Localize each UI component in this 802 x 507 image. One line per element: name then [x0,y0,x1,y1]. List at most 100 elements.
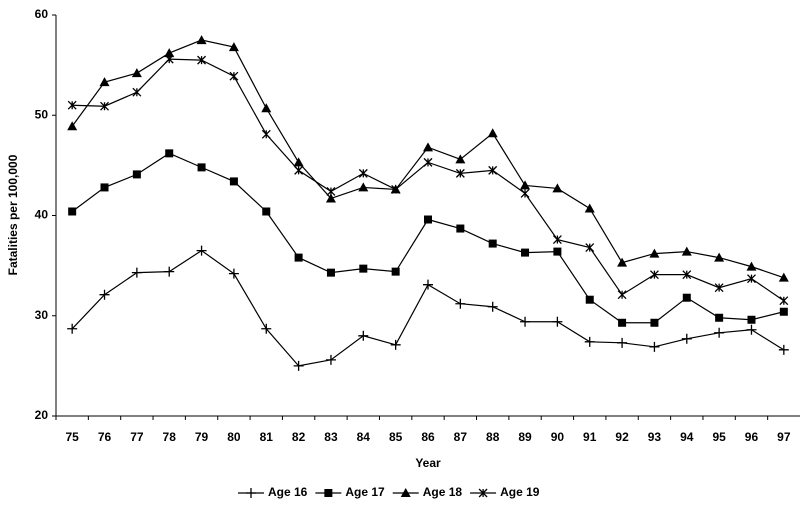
marker [552,316,563,327]
marker [164,266,175,277]
marker [131,68,142,78]
y-axis-label: Fatalities per 100,000 [6,154,20,275]
marker [649,270,659,280]
marker [681,333,692,344]
marker [488,239,497,248]
x-tick-label: 92 [615,430,629,444]
marker [294,253,303,262]
x-tick-label: 87 [454,430,468,444]
marker [228,42,239,52]
marker [455,154,466,164]
marker [424,215,432,224]
x-tick-label: 84 [357,430,371,444]
marker [553,247,562,256]
x-tick-label: 76 [98,430,112,444]
marker [456,224,465,233]
marker [520,316,531,327]
marker [197,55,207,65]
marker [325,354,336,365]
marker [585,295,594,304]
marker [649,248,660,258]
marker [164,48,175,58]
marker [359,264,368,273]
marker [585,243,595,253]
marker [391,267,400,276]
marker [520,188,530,198]
marker [715,313,724,322]
marker [455,298,466,309]
marker [99,77,110,87]
marker [131,267,142,278]
x-tick-label: 90 [551,430,565,444]
marker [455,168,465,178]
x-tick-label: 89 [518,430,532,444]
legend-marker [478,488,488,498]
y-tick-label: 30 [35,308,49,322]
marker [778,272,789,282]
marker [487,301,498,312]
marker [99,289,110,300]
x-tick-label: 80 [227,430,241,444]
marker [649,341,660,352]
marker [714,252,725,262]
x-tick-label: 81 [260,430,274,444]
x-tick-label: 91 [583,430,597,444]
marker [68,207,77,216]
marker [584,336,595,347]
marker [746,324,757,335]
x-tick-label: 86 [421,430,435,444]
x-tick-label: 79 [195,430,209,444]
marker [196,35,207,45]
marker [294,165,304,175]
marker [714,283,724,293]
series-line [72,58,785,302]
x-tick-label: 96 [745,430,759,444]
x-tick-label: 78 [163,430,177,444]
legend-label: Age 19 [500,485,540,499]
y-tick-label: 60 [35,7,49,21]
marker [67,100,77,110]
marker [584,203,595,213]
marker [132,87,142,97]
y-tick-label: 20 [35,408,49,422]
marker [778,344,789,355]
x-tick-label: 95 [712,430,726,444]
x-tick-label: 82 [292,430,306,444]
marker [229,71,239,81]
x-tick-label: 88 [486,430,500,444]
marker [552,183,563,193]
x-tick-label: 85 [389,430,403,444]
marker [423,142,433,152]
marker [650,318,659,327]
marker [358,168,368,178]
marker [67,323,78,334]
marker [261,103,272,113]
marker [520,180,531,190]
marker [262,207,271,216]
x-axis-label: Year [415,456,441,470]
marker [746,261,757,271]
marker [391,184,401,194]
marker [196,245,207,256]
x-tick-label: 77 [130,430,144,444]
legend-label: Age 16 [268,485,308,499]
x-tick-label: 93 [648,430,662,444]
marker [326,186,336,196]
legend-marker [324,489,333,497]
marker [293,157,304,167]
marker [617,337,628,348]
marker [229,177,238,186]
marker [747,315,756,324]
series-line [71,249,785,367]
marker [261,323,272,334]
x-tick-label: 75 [65,430,79,444]
marker [325,193,336,203]
marker [487,128,498,138]
marker [165,149,174,158]
marker [552,235,562,245]
marker [714,327,725,338]
marker [390,339,401,350]
marker [326,268,335,277]
marker [423,279,433,290]
